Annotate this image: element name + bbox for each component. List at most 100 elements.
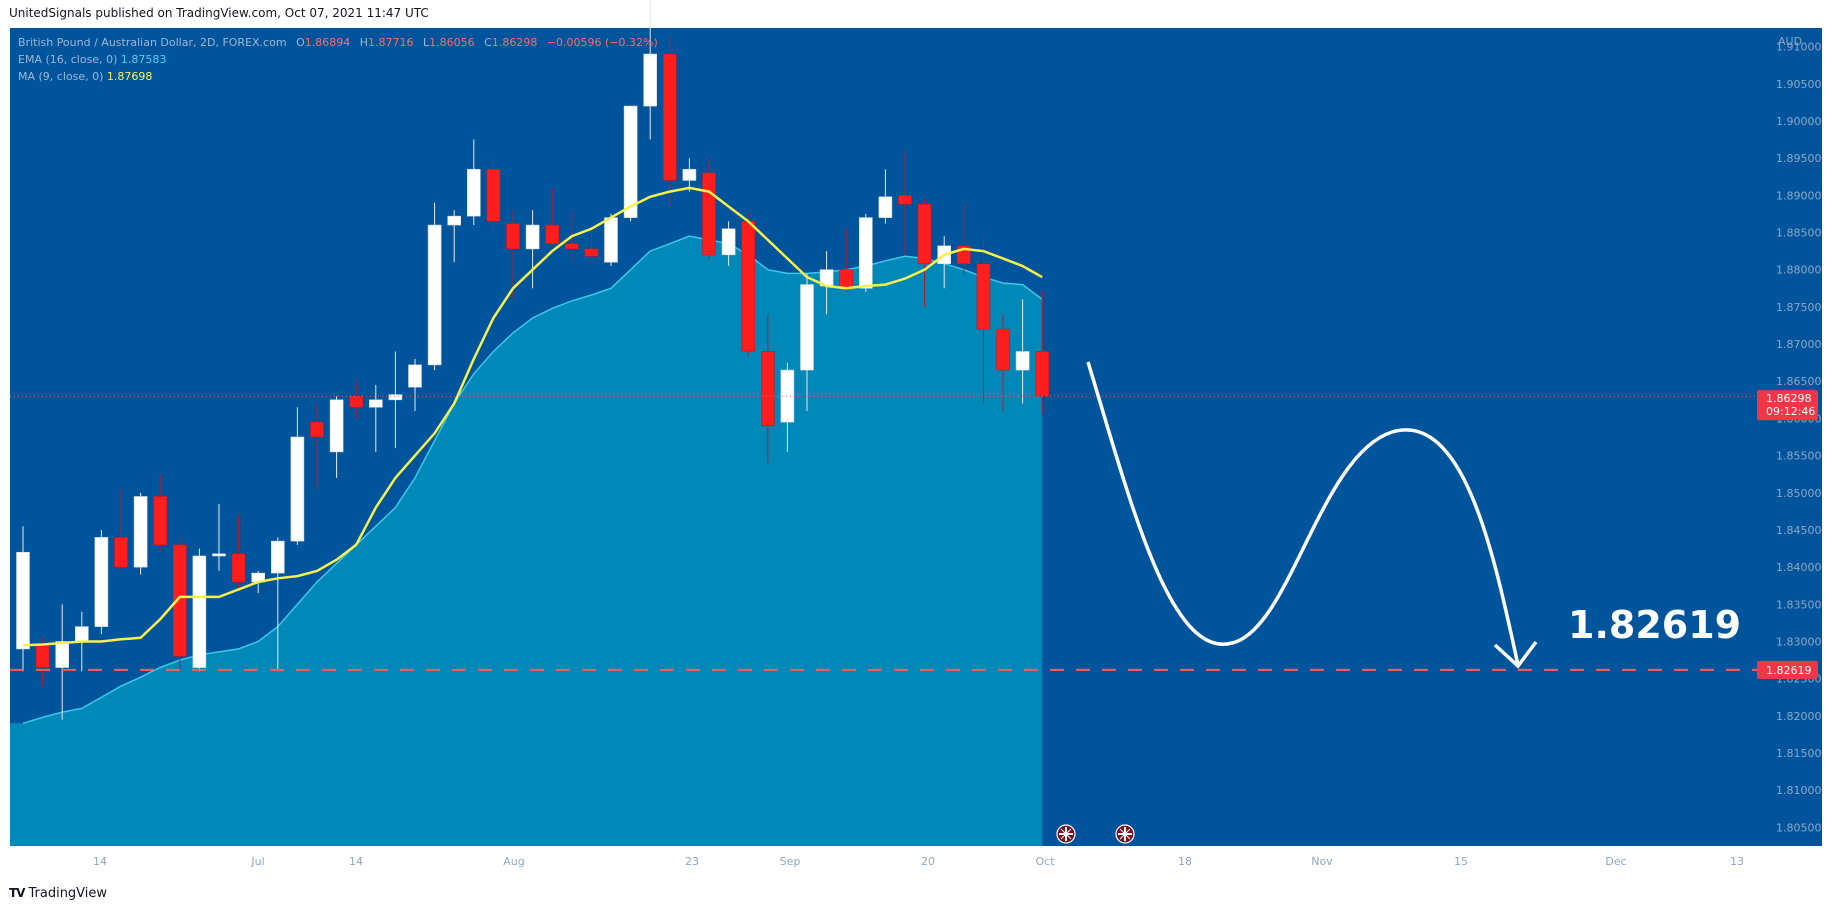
candle-body — [329, 399, 344, 453]
close-key: C — [484, 36, 492, 49]
candle-body — [800, 284, 814, 371]
candle-body — [741, 221, 756, 352]
candle-body — [310, 421, 324, 438]
legend-symbol-row: British Pound / Australian Dollar, 2D, F… — [18, 34, 658, 51]
candle — [604, 213, 618, 266]
candle-body — [858, 217, 873, 289]
candle-body — [564, 243, 579, 250]
low-key: L — [423, 36, 430, 49]
candle — [173, 537, 187, 672]
candle-body — [35, 644, 50, 668]
time-tick-label: 14 — [349, 855, 363, 868]
candle-body — [623, 105, 638, 218]
candle-body — [506, 223, 520, 250]
candle-body — [192, 555, 207, 668]
tradingview-brand: TradingView — [28, 885, 108, 901]
candle-body — [584, 248, 599, 257]
price-tick-label: 1.88500 — [1776, 227, 1822, 240]
candle-body — [976, 263, 991, 330]
price-tick-label: 1.90500 — [1776, 78, 1822, 91]
candle — [466, 139, 481, 226]
candle — [898, 150, 912, 255]
candle — [702, 158, 716, 259]
footer: TV TradingView — [9, 884, 107, 902]
symbol-name: British Pound / Australian Dollar, 2D, F… — [18, 36, 287, 49]
chart-legend: British Pound / Australian Dollar, 2D, F… — [18, 34, 658, 85]
candle — [349, 381, 364, 419]
candle-body — [153, 496, 167, 546]
candle — [996, 314, 1010, 411]
candle — [506, 210, 520, 300]
candle — [858, 213, 873, 292]
time-tick-label: 18 — [1178, 855, 1192, 868]
close-value: 1.86298 — [491, 36, 538, 49]
candle-body — [55, 641, 70, 668]
candle-body — [447, 215, 462, 226]
candle-body — [388, 394, 403, 401]
price-tick-label: 1.90000 — [1776, 115, 1822, 128]
price-tick-label: 1.89500 — [1776, 152, 1822, 165]
price-tick-label: 1.91000 — [1776, 41, 1822, 54]
time-tick-label: 23 — [685, 855, 699, 868]
candle-body — [427, 224, 442, 366]
ma-value: 1.87698 — [106, 70, 153, 83]
event-markers — [1056, 824, 1135, 844]
candle — [153, 474, 167, 553]
candle-body — [545, 224, 560, 244]
time-tick-label: 14 — [93, 855, 107, 868]
candle-body — [94, 537, 109, 627]
candle-body — [780, 369, 795, 423]
candle — [35, 637, 50, 687]
chart[interactable]: 1.82619 1.91000 1.90500 1.90000 1.89500 1.89… — [0, 0, 1834, 875]
candle — [212, 503, 226, 571]
price-tick-label: 1.88000 — [1776, 264, 1822, 277]
candle — [760, 314, 775, 464]
candle — [741, 213, 756, 356]
time-tick-label: Sep — [780, 855, 801, 868]
candle-body — [839, 269, 854, 289]
price-tick-label: 1.82000 — [1776, 710, 1822, 723]
candle-body — [114, 537, 128, 568]
high-key: H — [359, 36, 369, 49]
legend-ma-row: MA (9, close, 0) 1.87698 — [18, 68, 658, 85]
uk-flag-icon[interactable] — [1056, 824, 1076, 844]
price-tick-label: 1.80500 — [1776, 821, 1822, 834]
candle — [290, 407, 305, 545]
candle — [486, 158, 501, 233]
candle — [937, 236, 952, 289]
target-price-badge-value: 1.82619 — [1766, 664, 1812, 677]
time-tick-label: Aug — [503, 855, 524, 868]
candle-body — [212, 553, 226, 557]
candle — [780, 362, 795, 452]
candle — [545, 187, 560, 248]
candle-body — [173, 544, 187, 657]
candle — [447, 210, 462, 263]
price-tick-label: 1.85000 — [1776, 487, 1822, 500]
candle-body — [466, 168, 481, 217]
ema-value: 1.87583 — [120, 53, 167, 66]
candle-body — [721, 228, 736, 256]
tradingview-logo-icon: TV — [9, 886, 26, 900]
time-tick-label: Jul — [250, 855, 264, 868]
price-tick-label: 1.87500 — [1776, 301, 1822, 314]
candle — [16, 526, 30, 672]
candle-body — [996, 328, 1010, 371]
candle-body — [702, 172, 716, 256]
uk-flag-icon[interactable] — [1115, 824, 1135, 844]
target-price-badge: 1.82619 — [1757, 660, 1818, 679]
candle — [388, 351, 403, 449]
candle-body — [917, 203, 932, 265]
ma-label: MA (9, close, 0) — [18, 70, 104, 83]
price-tick-label: 1.83500 — [1776, 598, 1822, 611]
candle — [917, 199, 932, 307]
candle — [427, 202, 442, 371]
candle — [133, 492, 148, 575]
price-axis-background — [1760, 28, 1822, 846]
high-value: 1.87716 — [368, 36, 414, 49]
candle-body — [290, 436, 305, 542]
price-tick-label: 1.81500 — [1776, 747, 1822, 760]
candle-body — [604, 217, 618, 263]
candle-body — [16, 551, 30, 650]
time-tick-label: Dec — [1605, 855, 1626, 868]
candle — [368, 384, 383, 452]
